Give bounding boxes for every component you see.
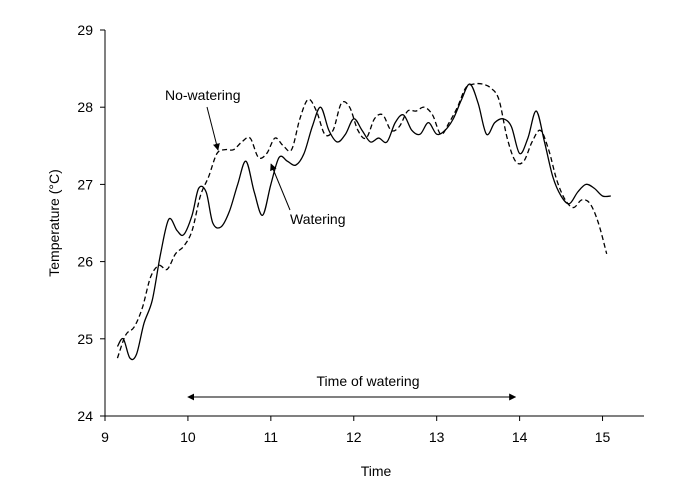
y-axis-title: Temperature (°C) <box>46 169 62 277</box>
x-tick-label: 13 <box>429 429 445 445</box>
y-tick-label: 27 <box>77 176 93 192</box>
series-line-no-watering <box>116 82 608 359</box>
no-watering-label: No-watering <box>165 87 240 103</box>
x-tick-label: 12 <box>346 429 362 445</box>
y-tick-label: 24 <box>77 408 93 424</box>
watering-label: Watering <box>290 211 346 227</box>
no-watering-pointer-arrow <box>206 106 220 151</box>
y-tick-label: 29 <box>77 22 93 38</box>
y-tick-label: 28 <box>77 99 93 115</box>
x-axis-ticks: 9 10 11 12 13 14 15 <box>101 416 611 445</box>
watering-pointer-arrow <box>270 163 291 211</box>
series-line-watering <box>116 83 611 361</box>
x-tick-label: 11 <box>264 429 279 445</box>
x-tick-label: 10 <box>180 429 196 445</box>
y-tick-label: 26 <box>77 254 93 270</box>
y-tick-label: 25 <box>77 331 93 347</box>
x-tick-label: 9 <box>101 429 109 445</box>
x-tick-label: 14 <box>512 429 528 445</box>
time-of-watering-label: Time of watering <box>317 373 420 389</box>
x-axis-title: Time <box>361 463 392 479</box>
y-axis-ticks: 24 25 26 27 28 29 <box>77 22 105 424</box>
x-tick-label: 15 <box>595 429 611 445</box>
